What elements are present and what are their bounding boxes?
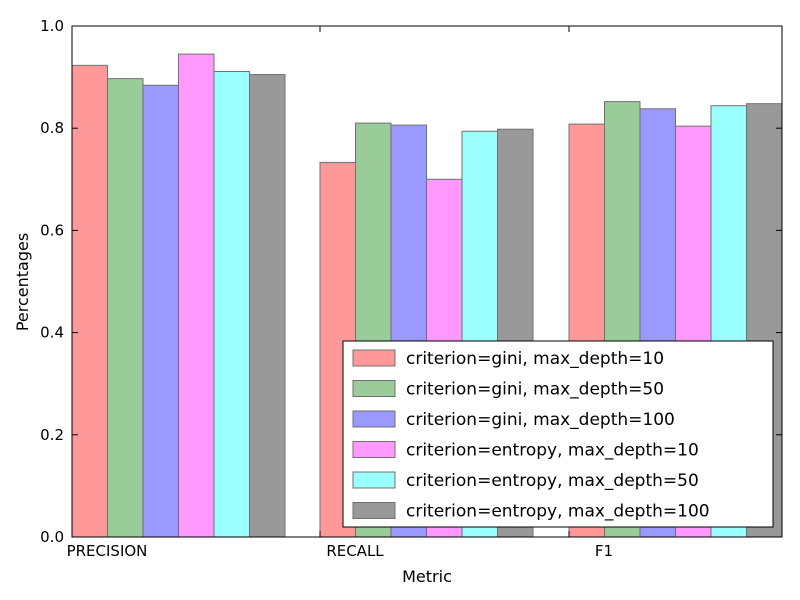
legend-swatch — [352, 441, 396, 458]
legend-label: criterion=entropy, max_depth=50 — [406, 471, 699, 491]
bar-precision-series-2 — [107, 78, 144, 538]
y-tick-label: 0.6 — [40, 221, 64, 239]
legend-swatch — [352, 471, 396, 489]
bar-precision-series-4 — [178, 53, 215, 538]
legend-label: criterion=entropy, max_depth=100 — [406, 502, 710, 522]
x-axis-label: Metric — [402, 567, 452, 586]
x-tick-label: RECALL — [326, 542, 384, 560]
legend-label: criterion=entropy, max_depth=10 — [406, 441, 699, 461]
legend-label: criterion=gini, max_depth=50 — [406, 380, 664, 400]
legend-frame — [342, 340, 774, 528]
y-axis: 0.0 0.2 0.4 0.6 0.8 1.0 — [40, 17, 782, 546]
y-tick-label: 0.2 — [40, 426, 64, 444]
legend-swatch — [352, 380, 396, 397]
x-tick-label: F1 — [595, 542, 613, 560]
bar-precision-series-6 — [249, 74, 286, 538]
legend-label: criterion=gini, max_depth=10 — [406, 349, 664, 369]
y-tick-label: 0.0 — [40, 528, 64, 546]
bar-precision-series-5 — [213, 70, 250, 538]
y-axis-label: Percentages — [13, 233, 32, 331]
legend-swatch — [352, 410, 396, 428]
legend: criterion=gini, max_depth=10 criterion=gi… — [342, 340, 774, 528]
y-tick-label: 0.8 — [40, 119, 64, 137]
plot-frame — [71, 25, 783, 538]
y-tick-label: 0.4 — [40, 324, 64, 342]
legend-label: criterion=gini, max_depth=100 — [406, 410, 675, 430]
x-tick-label: PRECISION — [67, 542, 148, 560]
y-tick-label: 1.0 — [40, 17, 64, 35]
x-axis: PRECISION RECALL F1 — [67, 26, 613, 560]
legend-swatch — [352, 502, 396, 519]
bar-precision-series-3 — [142, 84, 179, 538]
legend-swatch — [352, 349, 396, 367]
bar-precision-series-1 — [71, 64, 108, 538]
